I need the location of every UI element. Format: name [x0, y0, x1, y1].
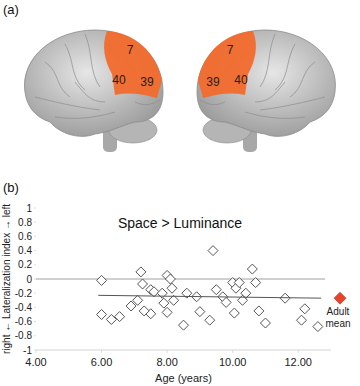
y-tick — [34, 279, 36, 280]
y-tick-label: 0.2 — [18, 259, 32, 270]
area-label: 39 — [206, 75, 220, 89]
y-tick — [34, 264, 36, 265]
parietal-region — [104, 31, 162, 98]
chart-title: Space > Luminance — [118, 215, 242, 231]
data-point — [234, 278, 244, 288]
data-point — [260, 318, 270, 328]
zero-line — [36, 279, 325, 280]
annotation-line: Adult — [327, 306, 350, 317]
sulcus — [255, 82, 285, 102]
x-tick-label: 10.00 — [219, 356, 247, 368]
data-point — [208, 246, 218, 256]
y-tick-label: -1 — [23, 345, 32, 356]
trend-line — [98, 295, 321, 298]
y-tick — [34, 335, 36, 336]
y-tick-label: 0.4 — [18, 245, 32, 256]
sulcus — [290, 62, 315, 97]
sulcus — [45, 62, 70, 97]
sulcus — [35, 97, 100, 110]
y-tick — [34, 222, 36, 223]
data-point — [115, 312, 125, 322]
x-axis-line — [36, 350, 331, 351]
data-point — [205, 315, 215, 325]
brain — [25, 30, 163, 152]
data-point — [297, 315, 307, 325]
annotation-label: Adultmean — [325, 306, 350, 329]
area-label: 39 — [140, 75, 154, 89]
sulcus — [135, 100, 160, 105]
sulcus — [75, 82, 105, 102]
y-tick-label: 0.6 — [18, 231, 32, 242]
sulcus — [200, 100, 225, 105]
data-point — [211, 285, 221, 295]
x-tick — [101, 350, 102, 353]
sulcus — [55, 112, 115, 118]
x-tick-label: 4.00 — [25, 356, 46, 368]
data-point — [254, 306, 264, 316]
data-point — [300, 304, 310, 314]
x-axis-title: Age (years) — [155, 372, 212, 384]
data-point — [247, 264, 257, 274]
y-tick — [34, 208, 36, 209]
data-point — [138, 279, 148, 289]
sulcus — [260, 34, 275, 87]
sulcus — [260, 97, 325, 110]
data-point — [157, 288, 167, 298]
x-tick-label: 12.00 — [284, 356, 312, 368]
y-tick-label: 0 — [26, 274, 32, 285]
data-point — [139, 306, 149, 316]
y-tick — [34, 321, 36, 322]
y-tick — [34, 250, 36, 251]
data-point — [167, 283, 177, 293]
parietal-region — [198, 31, 256, 98]
data-point — [221, 297, 231, 307]
sulcus — [85, 34, 100, 87]
data-point — [97, 310, 107, 320]
y-tick-label: -0.4 — [15, 302, 33, 313]
annotation-line: mean — [325, 318, 350, 329]
data-point — [229, 308, 239, 318]
x-tick — [298, 350, 299, 353]
data-point — [149, 287, 159, 297]
panel-label: (a) — [3, 2, 19, 17]
data-point — [136, 267, 146, 277]
data-point — [179, 320, 189, 330]
panel-label: (b) — [3, 180, 19, 195]
data-point — [313, 322, 323, 332]
y-tick-label: 1 — [26, 203, 32, 214]
y-tick-label: -0.8 — [15, 330, 33, 341]
y-tick-label: -0.2 — [15, 288, 33, 299]
area-label: 7 — [227, 43, 234, 57]
cerebrum — [25, 30, 163, 136]
x-tick-label: 6.00 — [91, 356, 112, 368]
data-point — [165, 274, 175, 284]
area-label: 7 — [127, 43, 134, 57]
sulcus — [275, 44, 295, 90]
data-point — [97, 275, 107, 285]
sulcus — [245, 112, 305, 118]
y-tick — [34, 293, 36, 294]
x-tick — [36, 350, 37, 353]
data-point — [251, 278, 261, 288]
x-tick — [167, 350, 168, 353]
cerebrum — [197, 30, 335, 136]
y-tick — [34, 307, 36, 308]
data-point — [162, 307, 172, 317]
y-tick-label: -0.6 — [15, 316, 33, 327]
y-tick — [34, 236, 36, 237]
figure: (a) 7 40 39 7 39 40 (b) Space > Luminance -1 -0.8 -… — [0, 0, 360, 386]
brain — [197, 30, 335, 152]
area-label: 40 — [234, 73, 248, 87]
data-point — [195, 307, 205, 317]
data-point — [133, 295, 143, 305]
area-label: 40 — [112, 73, 126, 87]
y-tick-label: 0.8 — [18, 217, 32, 228]
adult-mean-marker — [334, 292, 346, 304]
y-axis-title: right ← Lateralization index → left — [1, 204, 12, 354]
data-point — [159, 298, 169, 308]
plot-area — [97, 246, 323, 332]
x-tick — [232, 350, 233, 353]
sulcus — [65, 44, 85, 90]
x-tick-label: 8.00 — [156, 356, 177, 368]
